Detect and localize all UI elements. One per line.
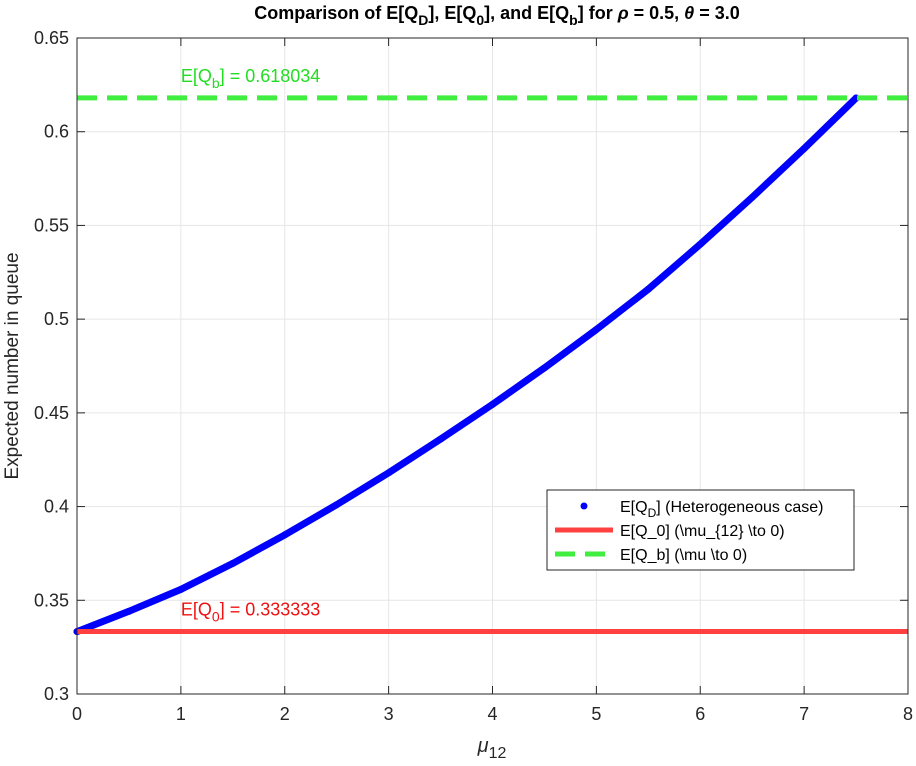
eqd-data-point (333, 501, 341, 509)
grid-lines (76, 37, 909, 695)
y-tick-label: 0.3 (44, 684, 69, 704)
chart-title: Comparison of E[QD], E[Q0], and E[Qb] fo… (254, 3, 740, 28)
x-tick-label: 6 (695, 704, 705, 724)
y-tick-label: 0.35 (34, 590, 69, 610)
x-tick-label: 2 (280, 704, 290, 724)
x-axis-label: μ12 (477, 735, 507, 761)
eqd-data-point (540, 364, 548, 372)
eqd-data-point (489, 400, 496, 408)
eqd-data-point (229, 559, 237, 567)
y-tick-label: 0.4 (44, 497, 69, 517)
y-tick-label: 0.55 (34, 215, 69, 235)
legend: E[QD] (Heterogeneous case) E[Q_0] (\mu_{1… (546, 489, 855, 571)
x-tick-label: 0 (72, 704, 82, 724)
eqd-data-point (281, 531, 289, 539)
eqd-data-point (385, 469, 393, 477)
eqd-data-point (177, 585, 185, 593)
x-tick-label: 4 (487, 704, 497, 724)
reference-value-label: E[Q0] = 0.333333 (181, 600, 320, 625)
y-tick-label: 0.45 (34, 403, 69, 423)
x-tick-label: 5 (591, 704, 601, 724)
y-tick-label: 0.65 (34, 28, 69, 48)
axis-ticks: 0 1 2 3 4 5 6 7 8 0.3 0.35 0.4 0.45 0.5 0.55 0.6 0.65 (34, 28, 913, 724)
eqd-data-point (644, 285, 652, 293)
x-tick-label: 1 (176, 704, 186, 724)
eqd-data-point (437, 435, 445, 443)
eqd-data-point (592, 325, 600, 333)
annotations: E[Qb] = 0.618034 E[Q0] = 0.333333 (181, 66, 320, 625)
eqd-curve (73, 94, 860, 636)
legend-entry-label: E[Q_0] (\mu_{12} \to 0) (620, 523, 785, 540)
series-layer (73, 94, 908, 636)
legend-entry-label: E[Q_b] (\mu \to 0) (620, 547, 747, 564)
y-tick-label: 0.6 (44, 122, 69, 142)
x-tick-label: 7 (799, 704, 809, 724)
eqd-data-point (800, 145, 808, 153)
eqd-data-point (748, 193, 756, 201)
eqd-data-point (696, 240, 704, 248)
legend-entry-label: E[QD] (Heterogeneous case) (620, 499, 823, 520)
y-axis-label: Expected number in queue (2, 252, 23, 479)
legend-marker-dot (580, 502, 588, 510)
y-tick-label: 0.5 (44, 309, 69, 329)
eqd-data-point (125, 607, 133, 615)
reference-value-label: E[Qb] = 0.618034 (181, 66, 320, 91)
x-tick-label: 8 (903, 704, 913, 724)
x-tick-label: 3 (384, 704, 394, 724)
